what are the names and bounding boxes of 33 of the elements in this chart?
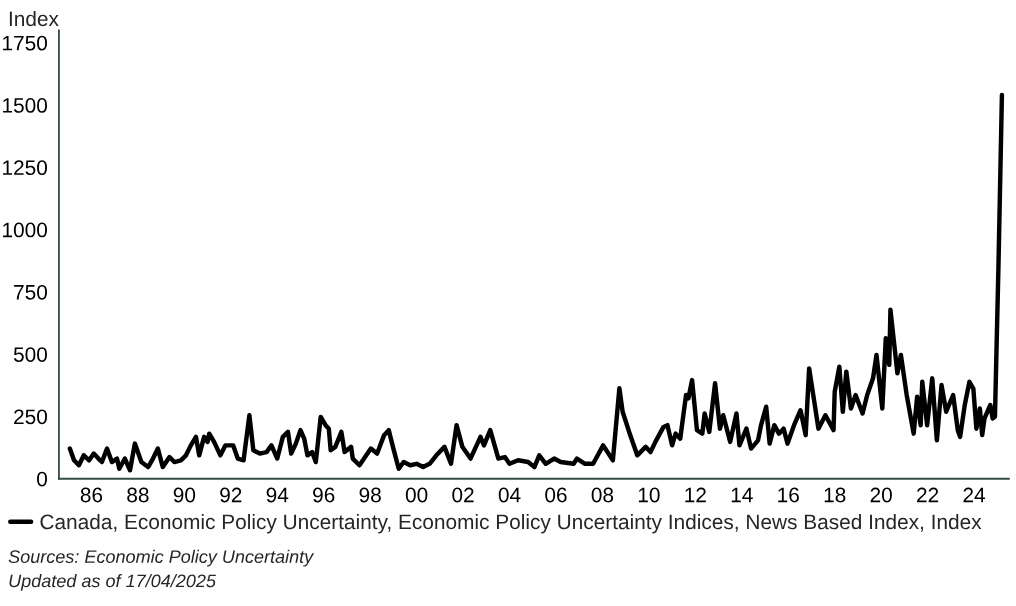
text: Updated as of 17/04/2025 [9,574,216,591]
x-tick-label: 06 [545,487,567,503]
y-tick-label: 1500 [3,98,48,113]
y-tick-label: 1750 [3,35,48,51]
x-tick-label: 14 [731,487,753,503]
x-tick-label: 98 [359,487,381,503]
x-tick-label: 86 [80,487,103,503]
x-tick-label: 24 [963,487,986,503]
x-tick-label: 00 [405,487,428,503]
x-tick-label: 18 [824,487,846,503]
x-tick-label: 92 [220,487,242,503]
y-axis-title: Index [9,10,59,27]
x-tick-label: 88 [127,487,149,503]
y-tick-label: 250 [14,409,48,425]
y-tick-label: 1000 [3,222,48,238]
x-tick-label: 90 [173,487,196,503]
x-tick-label: 96 [313,487,335,503]
y-tick-label: 500 [13,347,48,362]
x-tick-label: 16 [778,487,799,503]
source-note: Sources: Economic Policy Uncertainty [8,549,315,567]
y-tick-label: 0 [37,471,47,487]
y-tick-label: 750 [14,284,48,300]
x-tick-label: 10 [638,487,660,503]
legend-label: Canada, Economic Policy Uncertainty, Economic Policy Uncertainty Indices, News Based Index, Index [40,513,982,534]
x-tick-label: 94 [266,487,289,503]
x-tick-label: 12 [685,487,706,503]
y-tick-label: 1250 [3,160,48,176]
x-tick-label: 08 [591,487,614,503]
x-tick-label: 20 [870,487,892,503]
x-tick-label: 04 [498,487,521,503]
x-tick-label: 22 [917,487,939,503]
x-tick-label: 02 [452,487,474,503]
line-series [67,92,1005,473]
